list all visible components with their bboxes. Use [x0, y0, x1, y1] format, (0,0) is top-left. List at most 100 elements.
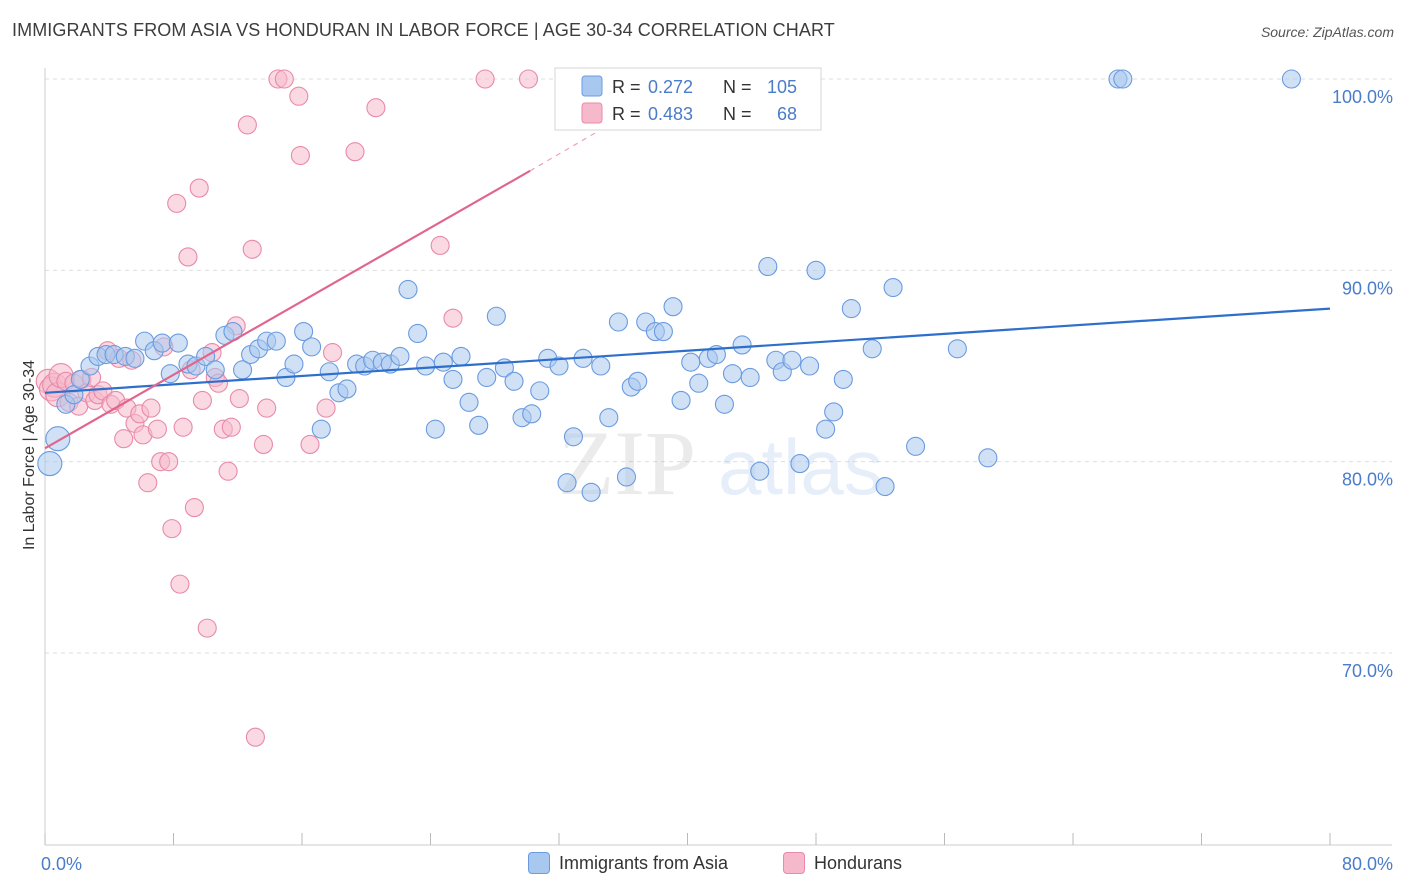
honduran-point-53 — [257, 398, 277, 418]
asia-point-13 — [152, 333, 172, 353]
legend-r-label-1: R = — [612, 104, 641, 124]
asia-point-87 — [790, 454, 810, 474]
asia-point-79 — [722, 364, 743, 384]
honduran-point-60 — [322, 343, 343, 363]
legend-label-hondurans: Hondurans — [814, 852, 903, 873]
asia-point-71 — [653, 322, 673, 342]
legend-label-asia: Immigrants from Asia — [559, 852, 729, 873]
asia-point-31 — [311, 419, 331, 439]
asia-point-51 — [486, 306, 506, 326]
trend-line-asia — [44, 307, 1331, 394]
asia-point-1 — [45, 426, 71, 452]
honduran-point-62 — [366, 98, 386, 118]
asia-point-40 — [390, 346, 410, 366]
asia-point-53 — [504, 371, 524, 391]
asia-point-26 — [266, 331, 286, 351]
asia-point-96 — [883, 278, 903, 298]
legend-item-hondurans[interactable]: Hondurans — [783, 852, 902, 874]
asia-point-63 — [591, 356, 611, 376]
asia-point-48 — [459, 392, 479, 412]
honduran-point-35 — [178, 247, 198, 267]
honduran-point-55 — [274, 69, 294, 89]
trend-lines — [44, 130, 1331, 450]
asia-point-78 — [714, 394, 734, 414]
asia-point-59 — [557, 473, 577, 493]
asia-point-91 — [824, 402, 844, 422]
asia-point-64 — [599, 408, 619, 428]
chart-title: IMMIGRANTS FROM ASIA VS HONDURAN IN LABO… — [12, 20, 835, 40]
legend-r-label-0: R = — [612, 77, 641, 97]
bottom-legend: Immigrants from Asia Hondurans — [0, 852, 1406, 876]
y-tick-label-1: 80.0% — [1342, 470, 1393, 490]
asia-point-73 — [671, 390, 691, 410]
honduran-point-61 — [345, 142, 365, 162]
asia-point-72 — [663, 297, 683, 317]
asia-point-46 — [443, 369, 463, 389]
asia-point-15 — [168, 333, 188, 353]
asia-point-97 — [906, 436, 926, 456]
asia-point-74 — [681, 352, 701, 372]
asia-point-10 — [125, 348, 145, 368]
honduran-point-39 — [192, 390, 212, 410]
y-tick-label-2: 90.0% — [1342, 278, 1393, 298]
asia-point-62 — [581, 482, 601, 502]
legend-n-label-0: N = — [723, 77, 752, 97]
legend-r-value-1: 0.483 — [648, 104, 693, 124]
y-tick-label-3: 100.0% — [1332, 87, 1393, 107]
honduran-point-27 — [147, 419, 167, 439]
honduran-point-38 — [189, 178, 209, 198]
asia-point-43 — [416, 356, 436, 376]
honduran-point-26 — [141, 398, 161, 418]
honduran-point-58 — [300, 434, 320, 454]
honduran-point-33 — [170, 574, 190, 594]
legend-swatch-asia — [528, 852, 550, 874]
asia-point-56 — [530, 381, 550, 401]
asia-point-32 — [319, 362, 339, 382]
honduran-point-63 — [430, 235, 450, 256]
honduran-point-59 — [316, 398, 336, 418]
series-immigrants-from-asia — [37, 69, 1301, 502]
honduran-point-25 — [138, 473, 158, 493]
asia-point-29 — [294, 322, 314, 342]
asia-point-102 — [1281, 69, 1301, 89]
y-tick-label-0: 70.0% — [1342, 661, 1393, 681]
asia-point-81 — [740, 367, 760, 388]
source-label: Source: ZipAtlas.com — [1260, 24, 1394, 40]
honduran-point-32 — [167, 193, 187, 213]
asia-point-60 — [563, 427, 584, 447]
honduran-point-52 — [253, 434, 274, 454]
legend-item-asia[interactable]: Immigrants from Asia — [528, 852, 728, 874]
x-tick-label-0: 0.0% — [41, 854, 82, 874]
legend-n-value-1: 68 — [777, 104, 797, 124]
asia-point-4 — [70, 369, 90, 389]
honduran-point-40 — [197, 618, 217, 638]
asia-point-66 — [616, 467, 637, 487]
tick-labels: 70.0% 80.0% 90.0% 100.0% 0.0% 80.0% — [41, 87, 1393, 874]
asia-point-58 — [549, 356, 569, 376]
asia-point-68 — [628, 371, 648, 391]
asia-point-19 — [205, 360, 225, 380]
honduran-point-56 — [289, 86, 309, 106]
honduran-point-49 — [237, 115, 257, 135]
legend-n-value-0: 105 — [767, 77, 797, 97]
honduran-point-45 — [218, 461, 238, 481]
honduran-point-48 — [229, 388, 249, 409]
asia-point-99 — [978, 448, 998, 468]
honduran-point-64 — [443, 308, 463, 328]
honduran-point-31 — [162, 519, 182, 539]
honduran-point-30 — [159, 452, 179, 472]
asia-point-90 — [816, 419, 836, 439]
asia-point-94 — [862, 339, 882, 359]
asia-point-30 — [302, 337, 322, 357]
legend-swatch-hondurans — [783, 852, 805, 874]
asia-point-101 — [1113, 69, 1133, 89]
asia-point-50 — [477, 367, 497, 388]
watermark-zip: ZIP — [558, 412, 696, 514]
honduran-point-19 — [114, 429, 134, 449]
honduran-point-50 — [242, 239, 262, 259]
asia-point-0 — [37, 451, 63, 477]
honduran-point-51 — [245, 727, 265, 747]
honduran-point-65 — [475, 69, 495, 89]
asia-point-44 — [425, 419, 445, 439]
